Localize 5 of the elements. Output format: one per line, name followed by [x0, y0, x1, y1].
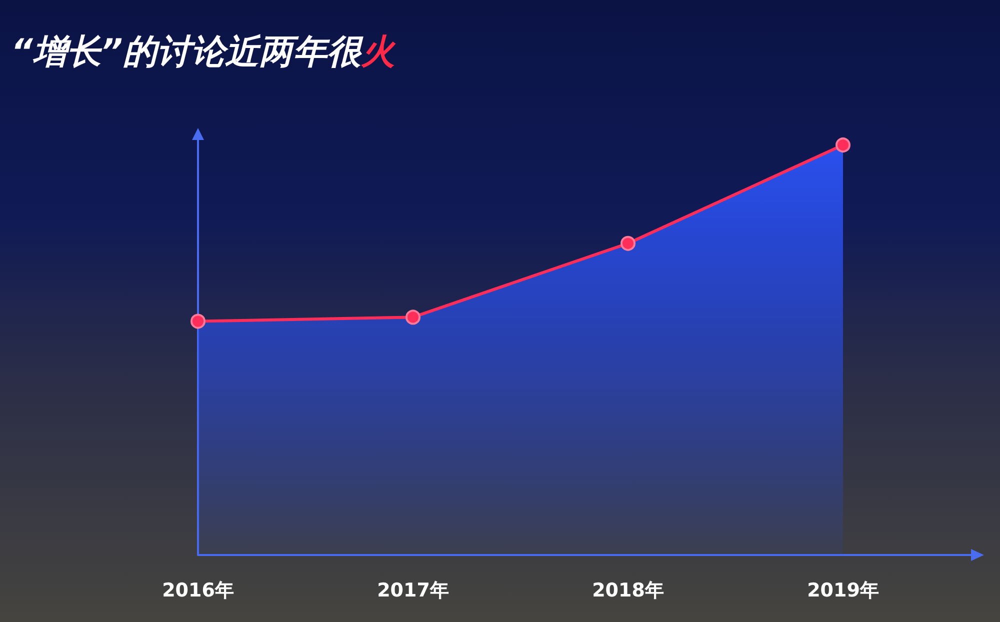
x-tick-label: 2017年	[377, 580, 449, 602]
x-tick-label: 2019年	[807, 580, 879, 602]
x-tick-label: 2018年	[592, 580, 664, 602]
chart-title: “增长”的讨论近两年很火	[11, 32, 396, 72]
x-tick-label: 2016年	[162, 580, 234, 602]
